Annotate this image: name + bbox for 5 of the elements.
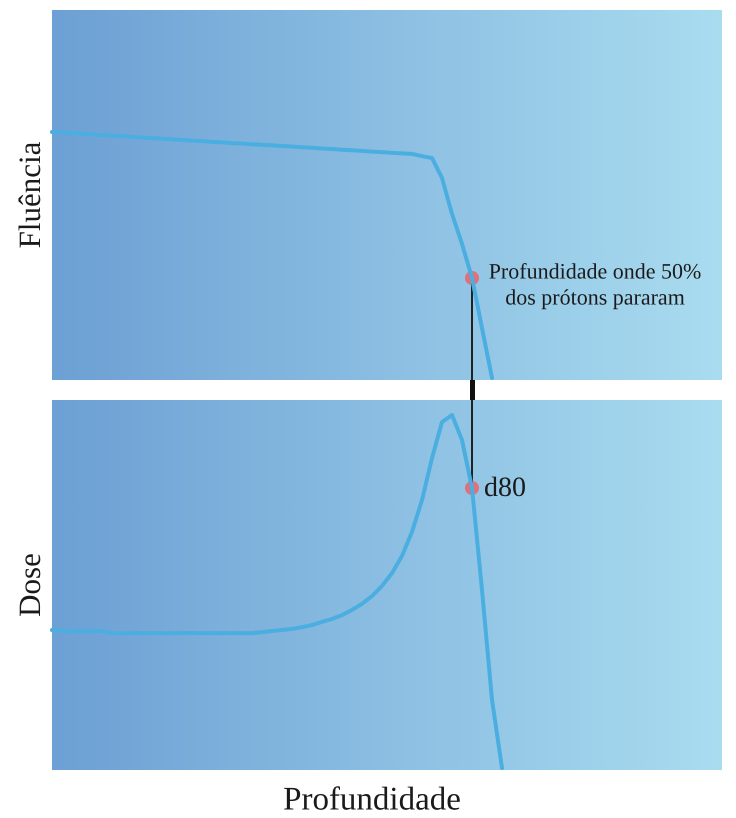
x-axis-title: Profundidade bbox=[283, 782, 461, 818]
annotation: d80 bbox=[484, 471, 526, 505]
annotation: Profundidade onde 50% dos prótons pararam bbox=[488, 258, 702, 312]
y-axis-title: Fluência bbox=[12, 142, 48, 248]
y-axis-title: Dose bbox=[12, 553, 48, 617]
